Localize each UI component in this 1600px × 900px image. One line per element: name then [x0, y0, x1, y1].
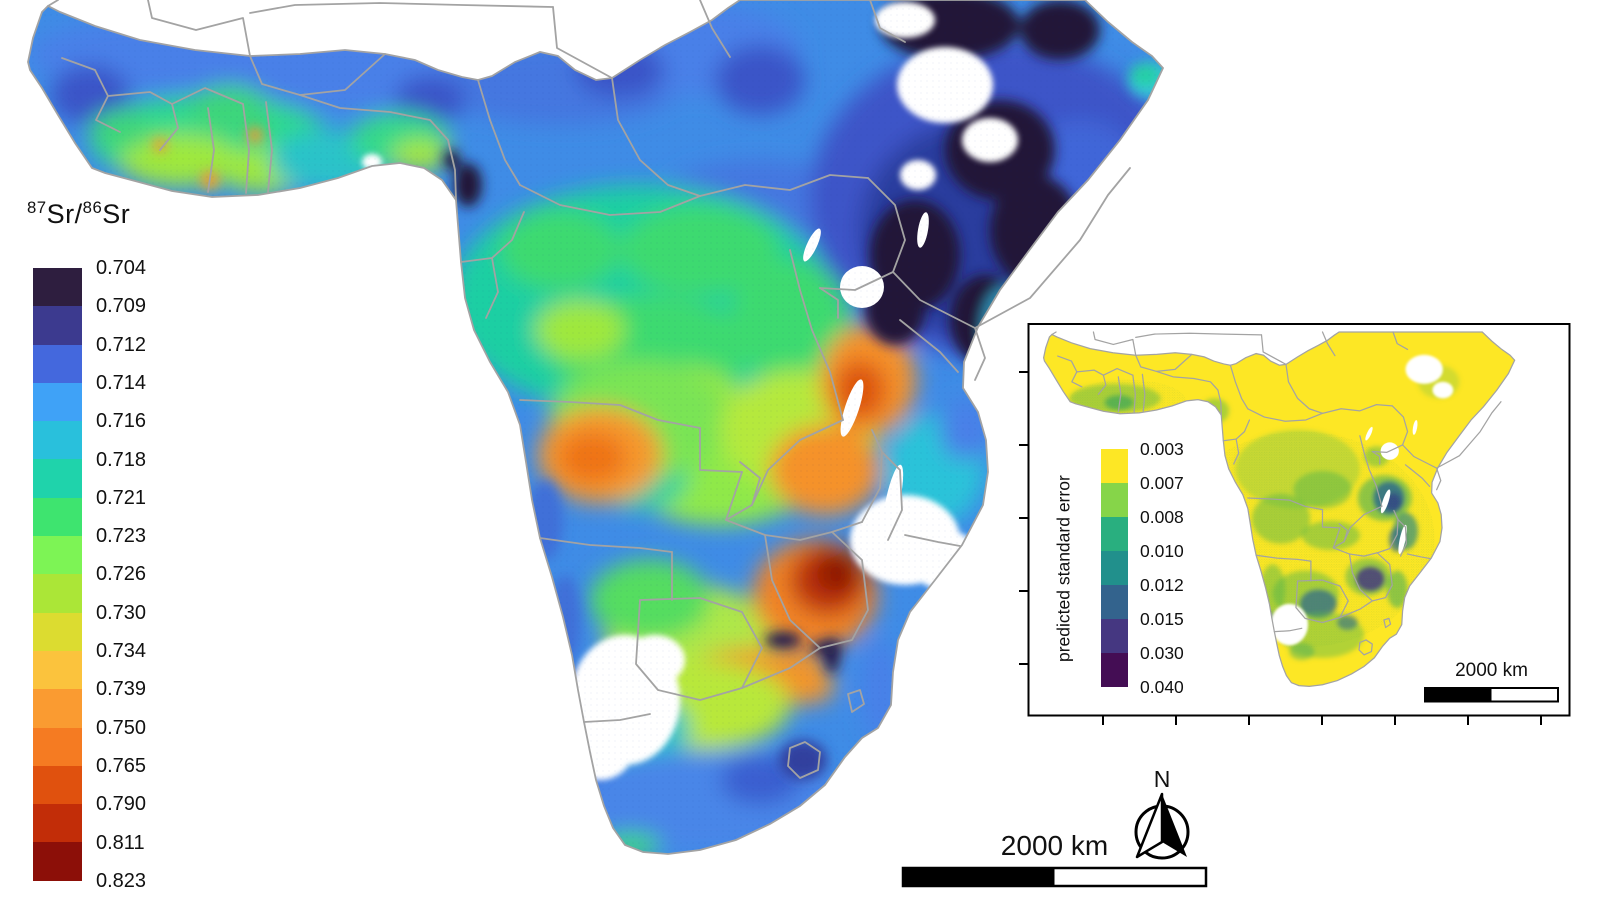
legend-label: 0.811: [96, 831, 145, 854]
legend-label: 0.750: [96, 716, 147, 739]
legend-label: 0.721: [96, 486, 147, 509]
legend-swatch: [1101, 585, 1128, 619]
legend-swatch: [33, 765, 82, 805]
legend-label: 0.723: [96, 525, 147, 548]
legend-swatch: [1101, 653, 1128, 687]
inset-scale-bar: [1424, 687, 1559, 703]
legend-swatch: [33, 268, 82, 307]
legend-label: 0.010: [1140, 540, 1184, 561]
legend-swatch: [33, 612, 82, 651]
legend-label: 0.003: [1140, 438, 1184, 459]
main-map: [27, 0, 1164, 855]
main-scale-bar: [901, 866, 1208, 888]
inset-legend-title: predicted standard error: [1053, 475, 1074, 663]
main-legend-title-sup1: 87: [27, 198, 47, 217]
main-legend-title-base2: Sr: [102, 199, 131, 229]
legend-swatch: [1101, 517, 1128, 551]
legend-swatch: [33, 650, 82, 690]
main-scale-bar-label: 2000 km: [1000, 830, 1109, 861]
legend-label: 0.716: [96, 410, 147, 433]
inset-legend-colorbar: [1101, 449, 1128, 687]
legend-label: 0.709: [96, 295, 147, 318]
main-legend-colorbar: [33, 268, 82, 881]
legend-swatch: [33, 382, 82, 422]
legend-label: 0.015: [1140, 608, 1184, 629]
north-arrow-icon: [1134, 792, 1190, 860]
legend-swatch: [33, 459, 82, 498]
legend-label: 0.718: [96, 448, 147, 471]
legend-label: 0.734: [96, 640, 147, 662]
legend-swatch: [1101, 483, 1128, 517]
legend-swatch: [33, 497, 82, 537]
legend-label: 0.030: [1140, 642, 1184, 663]
legend-swatch: [33, 421, 82, 460]
main-legend-title-base1: Sr/: [46, 199, 83, 229]
inset-frame: [1019, 323, 1571, 725]
legend-label: 0.704: [96, 257, 147, 279]
legend-label: 0.730: [96, 601, 147, 624]
legend-swatch: [1101, 619, 1128, 653]
legend-swatch: [33, 536, 82, 575]
north-arrow-label: N: [1153, 766, 1171, 792]
legend-label: 0.008: [1140, 506, 1184, 527]
legend-label: 0.726: [96, 563, 147, 586]
legend-label: 0.739: [96, 678, 147, 701]
legend-label: 0.040: [1140, 676, 1184, 697]
legend-label: 0.823: [96, 869, 147, 892]
main-legend-title: 87Sr/86Sr: [27, 198, 130, 230]
inset-scale-bar-label: 2000 km: [1455, 660, 1528, 681]
legend-label: 0.765: [96, 754, 147, 777]
legend-swatch: [33, 727, 82, 766]
legend-swatch: [33, 804, 82, 843]
legend-label: 0.714: [96, 371, 147, 394]
legend-swatch: [1101, 449, 1128, 483]
legend-label: 0.012: [1140, 574, 1184, 595]
legend-label: 0.712: [96, 333, 147, 356]
legend-label: 0.007: [1140, 472, 1184, 493]
legend-swatch: [33, 306, 82, 345]
legend-swatch: [1101, 551, 1128, 585]
legend-label: 0.790: [96, 793, 147, 816]
legend-swatch: [33, 842, 82, 881]
legend-swatch: [33, 574, 82, 613]
main-legend-title-sup2: 86: [82, 198, 103, 217]
legend-swatch: [33, 344, 82, 383]
legend-swatch: [33, 689, 82, 728]
